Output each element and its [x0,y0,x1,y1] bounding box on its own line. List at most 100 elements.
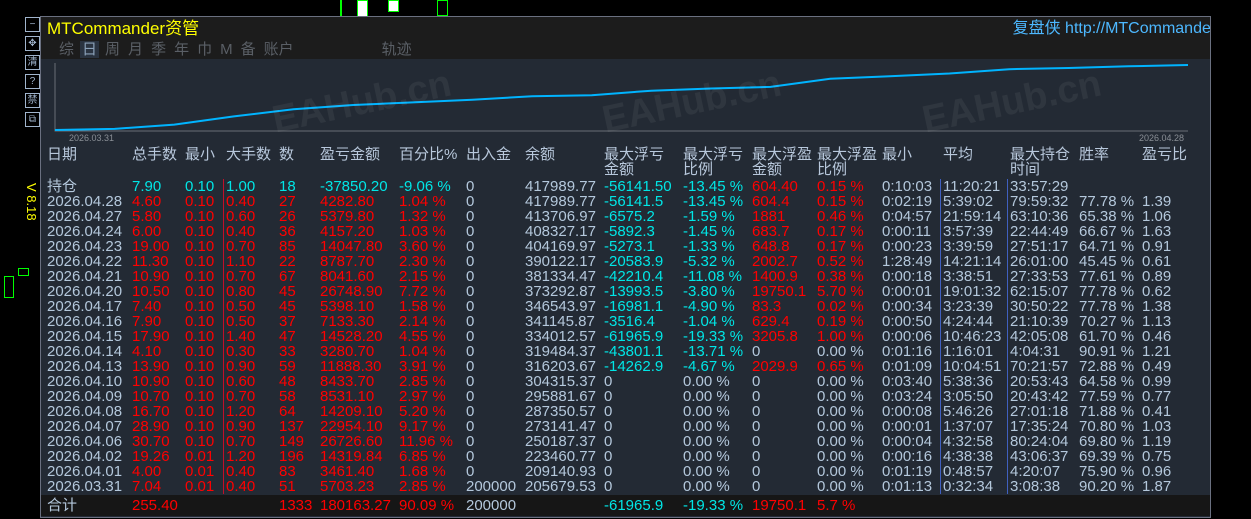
cell-1: 13.90 [132,358,170,375]
disable-button[interactable]: 禁 [25,93,40,108]
cell-9: 0 [604,373,613,390]
move-button[interactable]: ✥ [25,36,40,51]
site-link[interactable]: 复盘侠 http://MTCommander.com [1012,20,1211,37]
table-row: 2026.04.14 4.10 0.10 0.30 33 3280.70 1.04 % 0 31… [41,344,1210,359]
cell-2: 最小 [185,146,216,163]
cell-3: 1.20 [226,448,256,465]
cell-1: 17.90 [132,328,170,345]
cell-4: 47 [279,328,296,345]
cell-12: 0.15 % [817,193,864,210]
table-row: 2026.04.02 19.26 0.01 1.20 196 14319.84 6.85 %… [41,449,1210,464]
table-row: 2026.04.23 19.00 0.10 0.70 85 14047.80 3.60 % 0… [41,239,1210,254]
tab-3[interactable]: 月 [128,41,144,58]
cell-8: 205679.53 [525,478,596,495]
tab-6[interactable]: 巾 [197,41,213,58]
cell-14: 5:39:02 [943,193,994,210]
cell-10: -1.59 % [683,208,735,225]
cell-7: 0 [466,463,475,480]
cell-12: 0.02 % [817,298,864,315]
cell-12: 0.15 % [817,178,864,195]
column-separator [223,179,224,494]
cell-11: 604.40 [752,178,798,195]
tab-10[interactable]: 轨迹 [381,41,412,58]
cell-5: 14047.80 [320,238,383,255]
tab-5[interactable]: 年 [174,41,190,58]
cell-16: 胜率 [1079,146,1110,163]
title-bar[interactable]: MTCommander资管 复盘侠 http://MTCommander.com… [41,17,1210,59]
cell-16: 90.91 % [1079,343,1135,360]
cell-8: 334012.57 [525,328,596,345]
cell-5: 8531.10 [320,388,375,405]
tab-0[interactable]: 综 [59,41,75,58]
cell-0: 持仓 [47,178,78,195]
cell-8: 223460.77 [525,448,596,465]
cell-11: 19750.1 [752,283,807,300]
cell-1: 10.90 [132,268,170,285]
clear-button[interactable]: 清 [25,55,40,70]
cell-7: 0 [466,253,475,270]
cell-3: 0.40 [226,478,256,495]
cell-14: 10:46:23 [943,328,1002,345]
cell-7: 0 [466,328,475,345]
cell-1: 4.60 [132,193,162,210]
cell-11: 629.4 [752,313,790,330]
cell-13: 0:01:09 [882,358,933,375]
cell-6: 1.68 % [399,463,446,480]
cell-0: 2026.04.16 [47,313,123,330]
cell-13: 0:00:06 [882,328,933,345]
table-row: 2026.04.15 17.90 0.10 1.40 47 14528.20 4.55 % 0… [41,329,1210,344]
help-button[interactable]: ? [25,74,40,89]
cell-17: 0.99 [1142,373,1172,390]
tab-7[interactable]: M [220,41,233,58]
cell-2: 0.10 [185,313,215,330]
cell-3: 0.50 [226,298,256,315]
cell-5: 26726.60 [320,433,383,450]
tab-9[interactable]: 账户 [263,41,294,58]
cell-5: 22954.10 [320,418,383,435]
cell-17: 0.96 [1142,463,1172,480]
cell-6: 2.30 % [399,253,446,270]
cell-10: -1.04 % [683,313,735,330]
cell-16: 70.80 % [1079,418,1135,435]
cell-11: 0 [752,418,761,435]
chart-start-date: 2026.03.31 [69,133,115,143]
cell-16: 70.27 % [1079,313,1135,330]
cell-5: 5398.10 [320,298,375,315]
cell-10: 0.00 % [683,433,730,450]
minimize-button[interactable]: − [25,17,40,32]
cell-9: -56141.5 [604,193,664,210]
cell-10: -19.33 % [683,328,744,345]
total-row-bg [41,495,1210,516]
move-icon: ✥ [28,38,37,49]
cell-4: 22 [279,253,296,270]
tab-4[interactable]: 季 [151,41,167,58]
cell-14: 4:24:44 [943,313,994,330]
cell-6: 1.04 % [399,193,446,210]
cell-2: 0.10 [185,223,215,240]
cell-12: 1.00 % [817,328,864,345]
tab-1[interactable]: 日 [80,41,100,58]
daily-report-table: 日期 总手数 最小 大手数数盈亏金额 百分比% 出入金 余额 最大浮亏金额 最大浮亏比例 最大浮盈… [41,147,1210,517]
restore-button[interactable]: ⧉ [25,112,40,127]
cell-8: 319484.37 [525,343,596,360]
cell-1: 6.00 [132,223,162,240]
cell-7: 0 [466,268,475,285]
cell-3: 0.30 [226,343,256,360]
cell-11: 683.7 [752,223,790,240]
cell-15: 30:50:22 [1010,298,1069,315]
cell-12: 0.00 % [817,343,864,360]
cell-10: 0.00 % [683,418,730,435]
cell-17: 0.89 [1142,268,1172,285]
cell-4: 1333 [279,497,313,514]
period-tabs: 综日周月季年巾 M 备账户 轨迹 [57,41,414,58]
cell-14: 1:16:01 [943,343,994,360]
cell-4: 58 [279,388,296,405]
cell-11: 0 [752,463,761,480]
tab-8[interactable]: 备 [240,41,256,58]
cell-9: 0 [604,403,613,420]
cell-8: 390122.17 [525,253,596,270]
cell-4: 48 [279,373,296,390]
cell-1: 30.70 [132,433,170,450]
tab-2[interactable]: 周 [105,41,121,58]
cell-4: 45 [279,298,296,315]
